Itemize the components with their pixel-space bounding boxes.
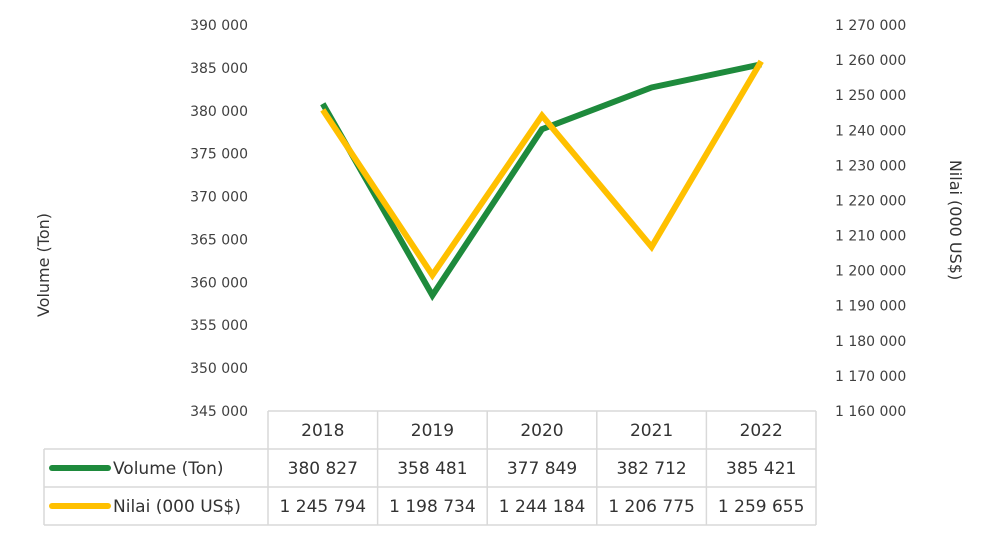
left-tick-label: 375 000 <box>190 147 248 163</box>
series-line <box>320 61 762 302</box>
category-label: 2021 <box>630 421 673 441</box>
category-label: 2018 <box>301 421 344 441</box>
category-label: 2019 <box>411 421 454 441</box>
legend-label: Volume (Ton) <box>113 459 224 479</box>
right-axis-ticks: 1 270 000 1 260 000 1 250 000 1 240 000 1 23… <box>835 18 906 420</box>
left-tick-label: 390 000 <box>190 18 248 34</box>
right-tick-label: 1 160 000 <box>835 404 906 420</box>
right-tick-label: 1 250 000 <box>835 88 906 104</box>
data-label: 1 198 734 <box>389 497 476 517</box>
data-table: 2018 2019 2020 2021 2022 Volume (Ton) 380 827 3… <box>43 410 817 526</box>
right-tick-label: 1 200 000 <box>835 264 906 280</box>
data-label: 380 827 <box>288 459 358 479</box>
legend-label: Nilai (000 US$) <box>113 497 241 517</box>
data-label: 377 849 <box>507 459 577 479</box>
right-tick-label: 1 190 000 <box>835 299 906 315</box>
right-tick-label: 1 230 000 <box>835 158 906 174</box>
right-tick-label: 1 220 000 <box>835 193 906 209</box>
left-tick-label: 380 000 <box>190 104 248 120</box>
left-tick-label: 355 000 <box>190 318 248 334</box>
series-line <box>320 59 764 281</box>
right-tick-label: 1 210 000 <box>835 229 906 245</box>
left-tick-label: 345 000 <box>190 404 248 420</box>
left-tick-label: 370 000 <box>190 190 248 206</box>
data-label: 1 259 655 <box>718 497 805 517</box>
left-axis-title: Volume (Ton) <box>34 213 53 317</box>
right-tick-label: 1 180 000 <box>835 334 906 350</box>
data-label: 385 421 <box>726 459 796 479</box>
data-label: 358 481 <box>397 459 467 479</box>
data-label: 382 712 <box>616 459 686 479</box>
data-label: 1 206 775 <box>608 497 695 517</box>
data-label: 1 245 794 <box>280 497 367 517</box>
right-tick-label: 1 170 000 <box>835 369 906 385</box>
left-tick-label: 360 000 <box>190 275 248 291</box>
right-axis-title: Nilai (000 US$) <box>946 160 965 280</box>
data-label: 1 244 184 <box>499 497 586 517</box>
right-tick-label: 1 270 000 <box>835 18 906 34</box>
left-tick-label: 365 000 <box>190 232 248 248</box>
category-label: 2022 <box>740 421 783 441</box>
right-tick-label: 1 240 000 <box>835 123 906 139</box>
left-tick-label: 385 000 <box>190 61 248 77</box>
series-lines <box>320 59 764 302</box>
right-tick-label: 1 260 000 <box>835 53 906 69</box>
category-label: 2020 <box>520 421 563 441</box>
left-tick-label: 350 000 <box>190 361 248 377</box>
left-axis-ticks: 390 000 385 000 380 000 375 000 370 000 365 0… <box>190 18 248 420</box>
